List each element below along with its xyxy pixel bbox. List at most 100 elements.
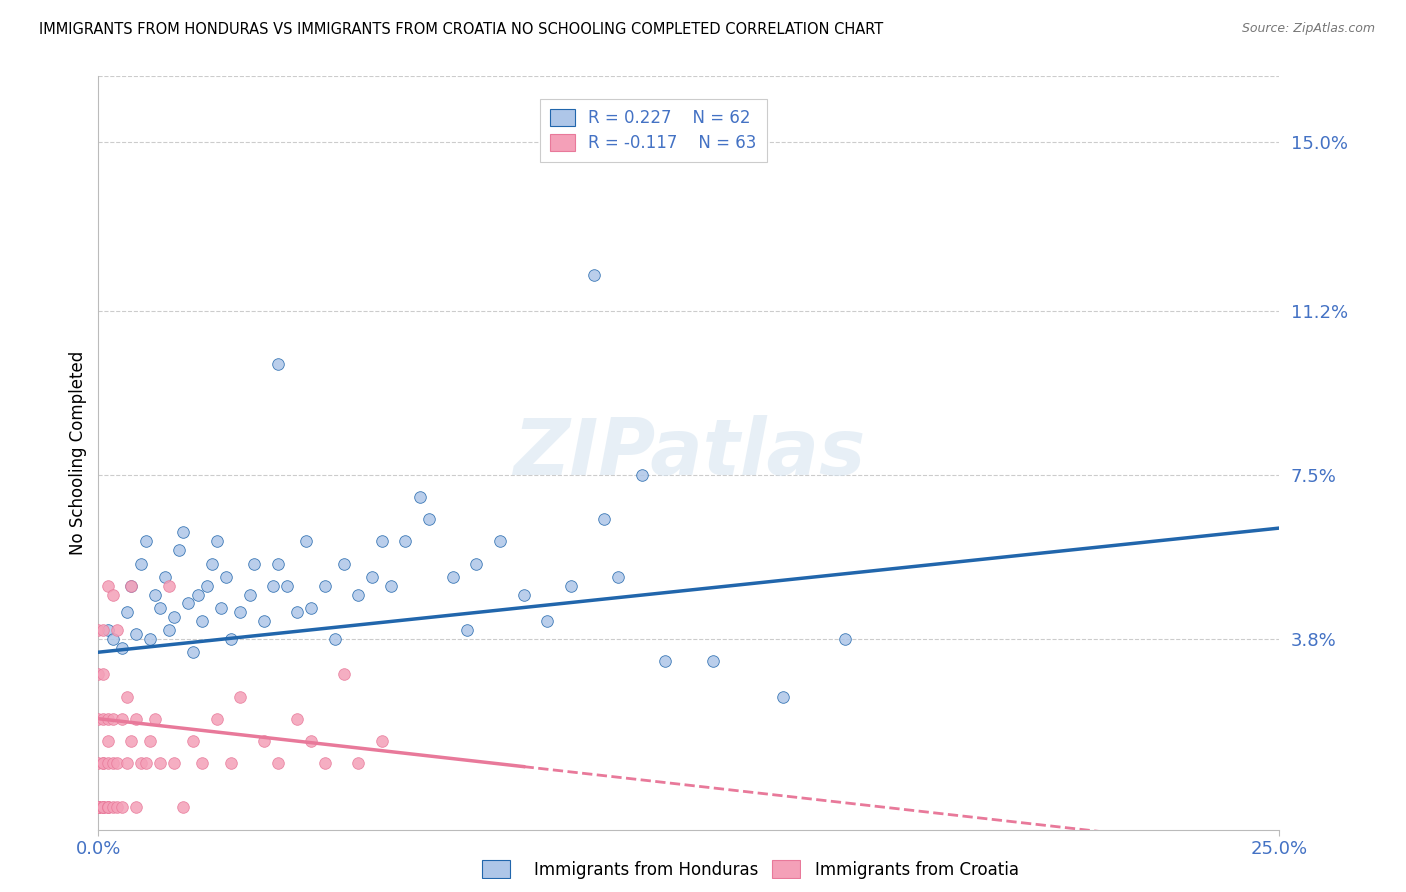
Point [177, 596, 200, 610]
Point [187, 588, 209, 602]
Point [267, 557, 290, 571]
Point [97, 756, 120, 770]
Point [593, 512, 616, 526]
Point [121, 734, 143, 748]
Point [167, 543, 190, 558]
Point [149, 756, 172, 770]
Point [583, 268, 606, 283]
Point [129, 557, 152, 571]
Point [314, 579, 336, 593]
Point [299, 600, 322, 615]
Point [101, 588, 124, 602]
Point [87, 712, 110, 726]
Point [149, 600, 172, 615]
Point [87, 800, 110, 814]
Point [172, 525, 194, 540]
Point [205, 534, 228, 549]
Point [333, 667, 356, 681]
Point [105, 800, 128, 814]
Point [87, 800, 110, 814]
Point [97, 800, 120, 814]
Point [91, 800, 114, 814]
Point [314, 756, 336, 770]
Point [101, 632, 124, 646]
Point [253, 734, 276, 748]
Point [91, 800, 114, 814]
Point [157, 623, 180, 637]
Point [371, 734, 394, 748]
Point [380, 579, 402, 593]
Point [97, 712, 120, 726]
Point [111, 800, 134, 814]
Text: Immigrants from Honduras: Immigrants from Honduras [534, 861, 759, 879]
Point [87, 800, 110, 814]
Y-axis label: No Schooling Completed: No Schooling Completed [69, 351, 87, 555]
Point [87, 800, 110, 814]
Point [143, 712, 166, 726]
Point [295, 534, 318, 549]
Point [91, 623, 114, 637]
Point [191, 756, 214, 770]
Point [115, 690, 138, 704]
Point [361, 570, 384, 584]
Point [607, 570, 630, 584]
Point [91, 800, 114, 814]
FancyBboxPatch shape [482, 860, 510, 878]
Point [101, 712, 124, 726]
Point [772, 690, 794, 704]
Point [560, 579, 582, 593]
Point [101, 800, 124, 814]
Point [91, 667, 114, 681]
Point [125, 627, 148, 641]
Point [219, 632, 242, 646]
Point [153, 570, 176, 584]
Legend: R = 0.227    N = 62, R = -0.117    N = 63: R = 0.227 N = 62, R = -0.117 N = 63 [540, 99, 766, 162]
Point [115, 756, 138, 770]
Point [347, 588, 370, 602]
Point [205, 712, 228, 726]
Point [456, 623, 478, 637]
Point [229, 690, 252, 704]
Text: ZIPatlas: ZIPatlas [513, 415, 865, 491]
Point [630, 467, 652, 482]
Point [441, 570, 464, 584]
Point [229, 605, 252, 619]
Point [129, 756, 152, 770]
Point [201, 557, 224, 571]
Point [91, 712, 114, 726]
Point [105, 756, 128, 770]
Point [195, 579, 218, 593]
Point [97, 623, 120, 637]
Point [115, 605, 138, 619]
Point [125, 712, 148, 726]
Point [87, 800, 110, 814]
Point [299, 734, 322, 748]
Point [371, 534, 394, 549]
Point [87, 800, 110, 814]
Text: Immigrants from Croatia: Immigrants from Croatia [815, 861, 1019, 879]
Point [654, 654, 676, 668]
Point [91, 756, 114, 770]
Point [285, 712, 308, 726]
Point [333, 557, 356, 571]
Point [191, 614, 214, 628]
Point [239, 588, 262, 602]
FancyBboxPatch shape [772, 860, 800, 878]
Point [408, 490, 430, 504]
Text: IMMIGRANTS FROM HONDURAS VS IMMIGRANTS FROM CROATIA NO SCHOOLING COMPLETED CORRE: IMMIGRANTS FROM HONDURAS VS IMMIGRANTS F… [39, 22, 883, 37]
Point [267, 756, 290, 770]
Point [139, 734, 162, 748]
Point [121, 579, 143, 593]
Point [135, 534, 157, 549]
Point [163, 609, 186, 624]
Point [209, 600, 232, 615]
Point [135, 756, 157, 770]
Point [512, 588, 534, 602]
Point [219, 756, 242, 770]
Point [97, 800, 120, 814]
Point [418, 512, 440, 526]
Point [702, 654, 724, 668]
Point [91, 756, 114, 770]
Point [323, 632, 346, 646]
Point [91, 800, 114, 814]
